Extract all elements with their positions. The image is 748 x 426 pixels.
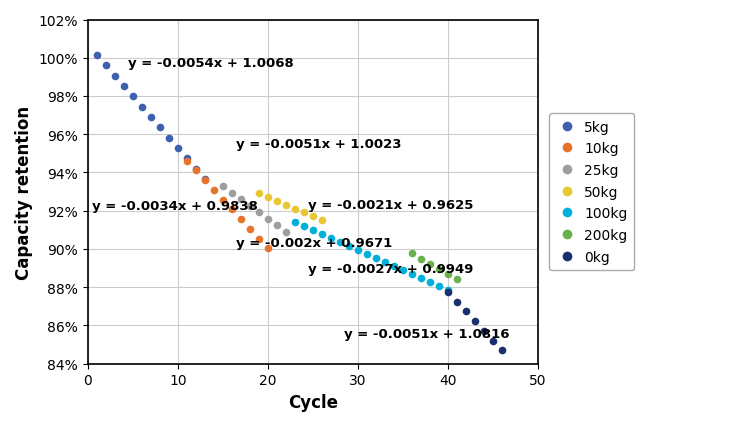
100kg [408, 272, 417, 277]
Text: y = -0.0021x + 0.9625: y = -0.0021x + 0.9625 [308, 199, 473, 211]
200kg [426, 262, 435, 267]
100kg [290, 220, 299, 225]
200kg [453, 277, 462, 282]
10kg [183, 159, 191, 164]
25kg [245, 204, 254, 209]
X-axis label: Cycle: Cycle [288, 393, 338, 411]
5kg [119, 84, 128, 89]
10kg [245, 227, 254, 232]
200kg [408, 251, 417, 256]
50kg [290, 207, 299, 212]
25kg [254, 210, 263, 215]
Line: 200kg: 200kg [408, 250, 461, 283]
5kg [138, 105, 147, 110]
0kg [470, 319, 479, 324]
0kg [488, 338, 497, 343]
Text: y = -0.0051x + 1.0816: y = -0.0051x + 1.0816 [344, 327, 510, 340]
5kg [183, 156, 191, 161]
100kg [326, 236, 335, 241]
200kg [417, 256, 426, 262]
100kg [317, 232, 326, 237]
10kg [236, 217, 245, 222]
100kg [372, 256, 381, 261]
5kg [191, 167, 200, 172]
Line: 10kg: 10kg [183, 158, 272, 253]
25kg [236, 197, 245, 202]
Text: y = -0.002x + 0.9671: y = -0.002x + 0.9671 [236, 236, 393, 250]
Text: y = -0.0034x + 0.9838: y = -0.0034x + 0.9838 [92, 199, 258, 212]
25kg [281, 230, 290, 235]
10kg [227, 207, 236, 213]
100kg [444, 288, 453, 293]
5kg [92, 53, 101, 58]
10kg [254, 236, 263, 242]
5kg [200, 177, 209, 182]
5kg [174, 146, 183, 151]
Line: 50kg: 50kg [255, 190, 325, 225]
25kg [272, 223, 281, 228]
10kg [200, 178, 209, 183]
25kg [227, 191, 236, 196]
Line: 5kg: 5kg [93, 52, 209, 183]
50kg [281, 203, 290, 208]
Line: 25kg: 25kg [219, 183, 289, 236]
100kg [344, 244, 353, 249]
0kg [453, 299, 462, 305]
50kg [299, 210, 308, 216]
Line: 100kg: 100kg [291, 219, 452, 294]
25kg [263, 217, 272, 222]
Text: y = -0.0051x + 1.0023: y = -0.0051x + 1.0023 [236, 137, 402, 150]
5kg [165, 136, 174, 141]
0kg [479, 328, 488, 334]
10kg [209, 188, 218, 193]
10kg [191, 168, 200, 173]
100kg [308, 228, 317, 233]
5kg [147, 115, 156, 120]
50kg [308, 214, 317, 219]
100kg [399, 268, 408, 273]
0kg [444, 290, 453, 295]
5kg [110, 74, 119, 79]
50kg [254, 191, 263, 196]
100kg [381, 260, 390, 265]
100kg [353, 248, 362, 253]
100kg [299, 224, 308, 229]
5kg [129, 95, 138, 100]
Legend: 5kg, 10kg, 25kg, 50kg, 100kg, 200kg, 0kg: 5kg, 10kg, 25kg, 50kg, 100kg, 200kg, 0kg [550, 113, 634, 271]
100kg [435, 284, 444, 289]
25kg [218, 184, 227, 190]
5kg [156, 126, 165, 131]
100kg [363, 252, 372, 257]
0kg [497, 348, 506, 353]
5kg [101, 63, 110, 69]
50kg [263, 195, 272, 200]
Text: y = -0.0027x + 0.9949: y = -0.0027x + 0.9949 [308, 262, 473, 275]
200kg [435, 267, 444, 272]
50kg [272, 199, 281, 204]
100kg [417, 276, 426, 281]
200kg [444, 272, 453, 277]
10kg [218, 198, 227, 203]
100kg [426, 280, 435, 285]
Line: 0kg: 0kg [444, 288, 506, 354]
50kg [317, 218, 326, 223]
10kg [263, 246, 272, 251]
Y-axis label: Capacity retention: Capacity retention [15, 105, 33, 279]
100kg [335, 240, 344, 245]
0kg [462, 309, 470, 314]
Text: y = -0.0054x + 1.0068: y = -0.0054x + 1.0068 [129, 57, 294, 70]
100kg [390, 264, 399, 269]
